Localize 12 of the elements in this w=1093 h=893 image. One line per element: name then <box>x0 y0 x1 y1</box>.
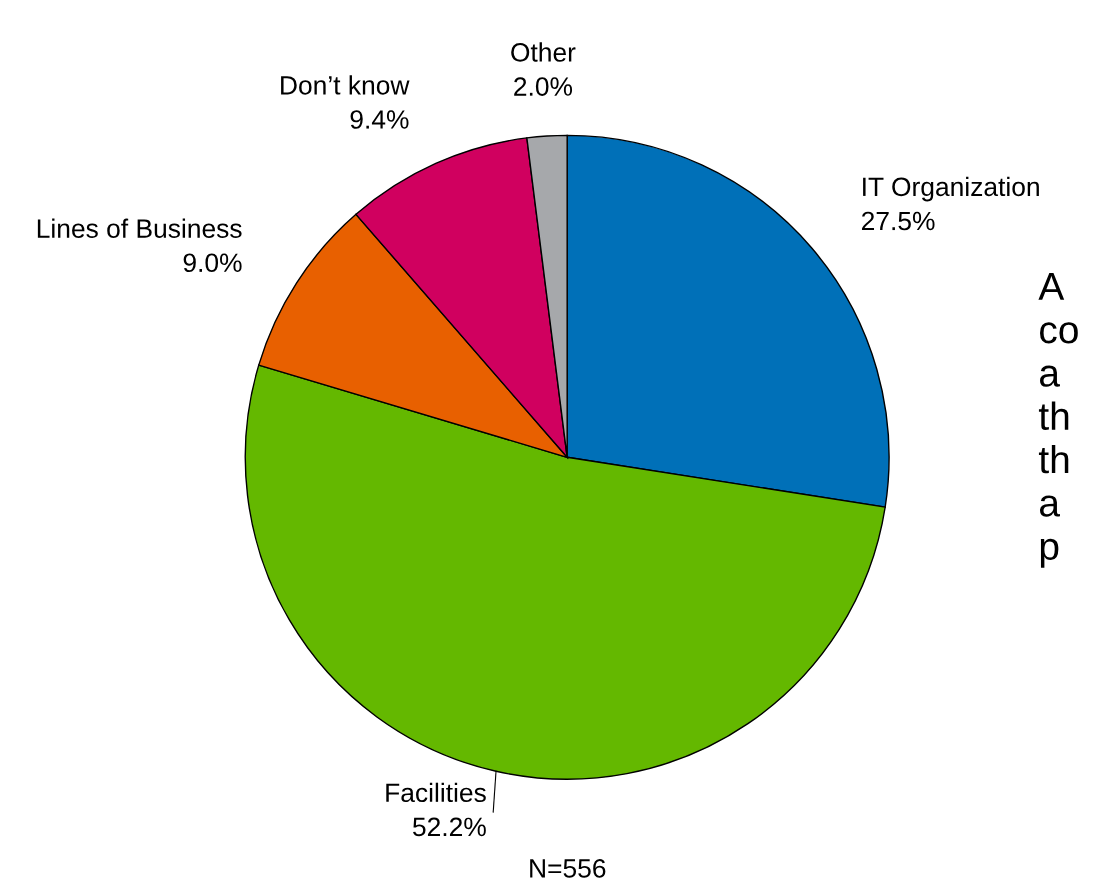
data-label: 27.5% <box>861 211 935 231</box>
slice-label: IT Organization <box>863 176 1039 202</box>
slice-label: Facilities <box>386 782 486 803</box>
slice-label: Other <box>511 42 576 62</box>
data-label: 9.0% <box>183 253 242 273</box>
data-label: 9.4% <box>350 110 409 129</box>
slice-label: Don’t know <box>281 75 410 95</box>
text: N=556 <box>530 859 606 878</box>
data-label: 2.0% <box>514 77 573 96</box>
data-label: 52.2% <box>413 817 486 837</box>
text: A co a th th a p <box>1038 273 1078 568</box>
slice-label: Lines of Business <box>37 218 242 238</box>
